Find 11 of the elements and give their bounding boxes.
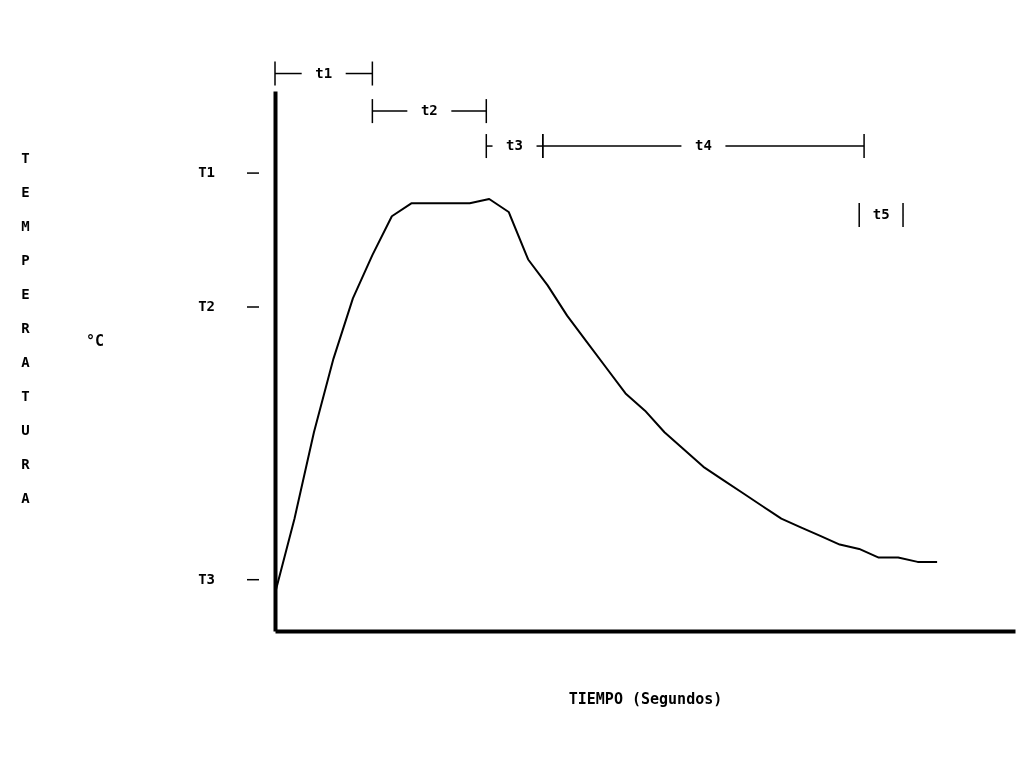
text: t4 (694, 137, 712, 154)
text: T1 (198, 164, 215, 181)
text: t2 (420, 102, 438, 119)
text: T3 (198, 570, 215, 587)
x-axis-title: TIEMPO (Segundos) (568, 689, 723, 708)
text: t1 (315, 64, 333, 81)
text: T2 (198, 298, 215, 314)
text: t3 (506, 137, 523, 154)
text: °C (85, 332, 105, 350)
annotation: t5 (872, 206, 890, 223)
text: TEMPERATURA (21, 149, 30, 506)
